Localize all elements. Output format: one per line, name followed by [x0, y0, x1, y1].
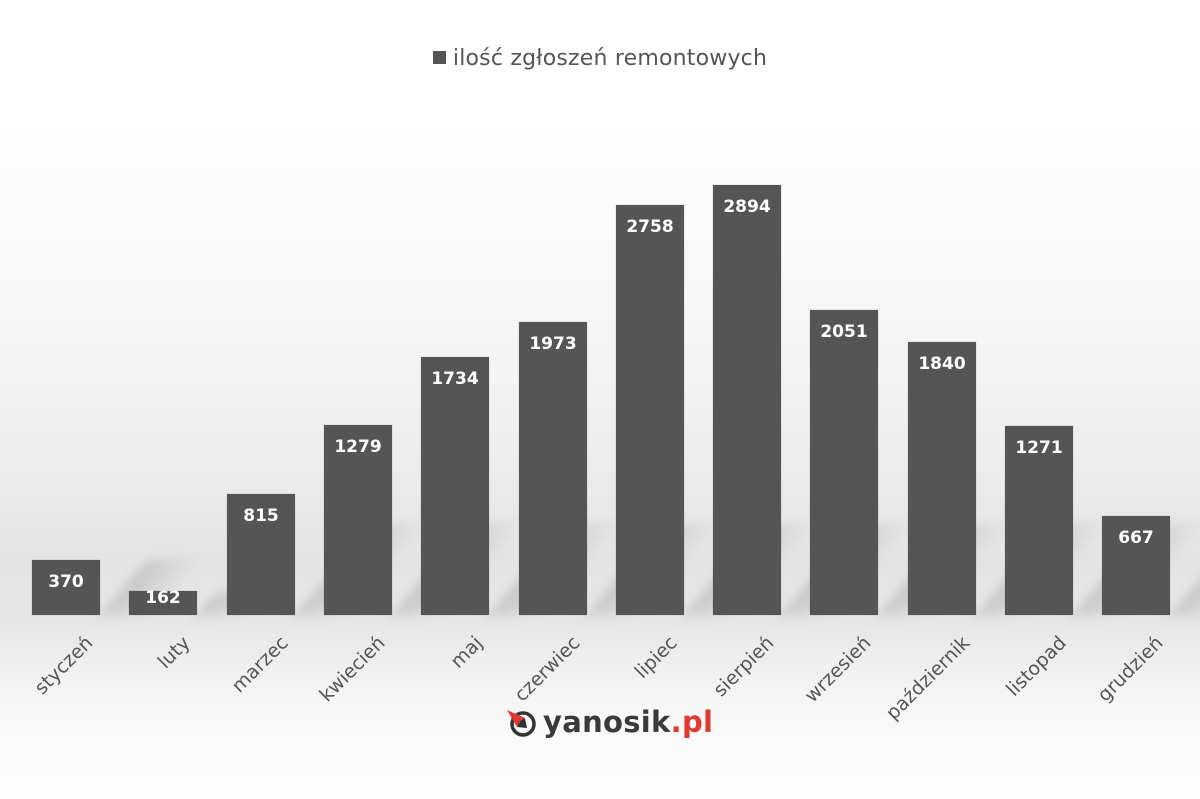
- logo-brand-text: yanosik.pl: [543, 705, 714, 739]
- bar: [713, 185, 781, 615]
- bar: [1005, 426, 1073, 615]
- bar-group: 815: [227, 494, 431, 615]
- bar: [1102, 516, 1170, 615]
- bar-group: 1840: [908, 342, 1112, 615]
- x-axis-label: sierpień: [709, 632, 779, 702]
- yanosik-compass-icon: [507, 710, 536, 737]
- bar-value-label: 2758: [626, 217, 674, 237]
- bar-value-label: 1734: [431, 369, 479, 389]
- bar: [129, 591, 197, 615]
- legend: ilość zgłoszeń remontowych: [0, 46, 1200, 71]
- x-axis-label: czerwiec: [510, 632, 585, 707]
- bar-group: 1279: [324, 425, 528, 615]
- bar-group: 2894: [713, 185, 917, 615]
- bar-value-label: 370: [48, 572, 84, 592]
- bar-value-label: 2051: [820, 322, 868, 342]
- bar-value-label: 162: [145, 588, 181, 608]
- bar-group: 2051: [810, 310, 1014, 615]
- bar-value-label: 1271: [1015, 438, 1063, 458]
- bar-group: 370: [32, 560, 207, 615]
- x-axis-label: wrzesień: [800, 632, 876, 707]
- bar: [32, 560, 100, 615]
- bar-value-label: 2894: [723, 197, 771, 217]
- bar-value-label: 1279: [334, 437, 382, 457]
- x-axis-label: październik: [881, 632, 974, 725]
- bar-group: 2758: [616, 205, 820, 615]
- x-axis-label: kwiecień: [315, 632, 390, 707]
- bar-group: 162: [129, 588, 278, 615]
- bar: [324, 425, 392, 615]
- bar-group: 667: [1102, 516, 1200, 615]
- x-axis-label: marzec: [227, 632, 293, 698]
- x-axis-label: listopad: [1001, 632, 1071, 701]
- x-axis-label: lipiec: [630, 632, 682, 683]
- x-axis-label: styczeń: [30, 632, 98, 699]
- bar-group: 1973: [519, 322, 723, 615]
- bar: [421, 357, 489, 615]
- bar-value-label: 1973: [529, 334, 577, 354]
- yanosik-logo: yanosik.pl: [505, 702, 713, 742]
- bar-value-label: 1840: [918, 354, 966, 374]
- x-axis-label: maj: [445, 632, 487, 673]
- bar: [908, 342, 976, 615]
- bar: [227, 494, 295, 615]
- bar: [519, 322, 587, 615]
- legend-label: ilość zgłoszeń remontowych: [452, 46, 768, 71]
- bar-group: 1271: [1005, 426, 1200, 615]
- bar: [810, 310, 878, 615]
- x-axis-label: grudzień: [1093, 632, 1168, 707]
- bar-value-label: 667: [1118, 528, 1154, 548]
- bar: [616, 205, 684, 615]
- x-axis-label: luty: [153, 632, 195, 674]
- bar-group: 1734: [421, 357, 625, 615]
- bar-value-label: 815: [243, 506, 279, 526]
- legend-swatch: [432, 51, 446, 64]
